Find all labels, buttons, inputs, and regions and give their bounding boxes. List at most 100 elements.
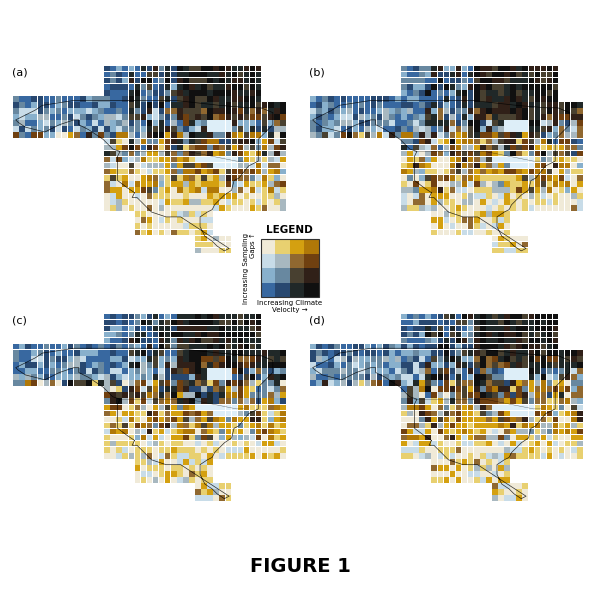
Bar — [407, 102, 413, 108]
Bar — [480, 127, 485, 132]
Bar — [486, 115, 491, 120]
Bar — [401, 102, 407, 108]
Bar — [146, 199, 152, 205]
Bar — [256, 392, 262, 398]
Bar — [437, 163, 443, 169]
Bar — [214, 193, 219, 199]
Bar — [244, 121, 250, 126]
Bar — [262, 108, 268, 114]
Bar — [492, 314, 497, 319]
Bar — [541, 362, 546, 368]
Bar — [468, 332, 473, 337]
Bar — [195, 441, 201, 446]
Bar — [462, 429, 467, 434]
Bar — [104, 157, 110, 163]
Bar — [443, 350, 449, 356]
Bar — [250, 187, 256, 193]
Bar — [195, 332, 201, 337]
Bar — [128, 410, 134, 416]
Bar — [529, 423, 534, 428]
Bar — [559, 410, 565, 416]
Bar — [480, 320, 485, 325]
Bar — [146, 193, 152, 199]
Bar — [577, 398, 583, 404]
Bar — [529, 350, 534, 356]
Bar — [468, 326, 473, 331]
Bar — [498, 398, 504, 404]
Bar — [456, 108, 461, 114]
Bar — [274, 374, 280, 380]
Bar — [462, 356, 467, 362]
Bar — [504, 386, 510, 392]
Bar — [498, 435, 504, 440]
Bar — [62, 344, 67, 349]
Bar — [165, 410, 170, 416]
Bar — [122, 416, 128, 422]
Bar — [153, 465, 158, 471]
Bar — [498, 84, 504, 89]
Bar — [110, 102, 116, 108]
Bar — [535, 108, 540, 114]
Bar — [480, 332, 485, 337]
Bar — [535, 374, 540, 380]
Bar — [389, 102, 395, 108]
Bar — [559, 187, 565, 193]
Bar — [116, 362, 122, 368]
Bar — [474, 90, 479, 95]
Bar — [195, 374, 201, 380]
Bar — [165, 102, 170, 108]
Bar — [104, 199, 110, 205]
Bar — [443, 78, 449, 83]
Bar — [486, 326, 491, 331]
Bar — [171, 404, 176, 410]
Bar — [62, 108, 67, 114]
Bar — [98, 374, 104, 380]
Bar — [177, 320, 182, 325]
Bar — [511, 429, 516, 434]
Bar — [322, 127, 328, 132]
Bar — [80, 356, 86, 362]
Bar — [238, 447, 243, 452]
Bar — [159, 72, 164, 77]
Bar — [244, 410, 250, 416]
Bar — [280, 115, 286, 120]
Bar — [523, 181, 528, 187]
Bar — [492, 205, 497, 211]
Bar — [504, 350, 510, 356]
Bar — [232, 199, 237, 205]
Bar — [92, 121, 98, 126]
Bar — [456, 211, 461, 217]
Bar — [159, 121, 164, 126]
Bar — [577, 108, 583, 114]
Bar — [517, 368, 522, 374]
Bar — [165, 320, 170, 325]
Bar — [280, 205, 286, 211]
Bar — [347, 102, 352, 108]
Bar — [195, 127, 201, 132]
Bar — [220, 115, 225, 120]
Bar — [280, 447, 286, 452]
Bar — [110, 398, 116, 404]
Bar — [165, 386, 170, 392]
Bar — [456, 320, 461, 325]
Bar — [541, 115, 546, 120]
Bar — [171, 78, 176, 83]
Bar — [449, 96, 455, 101]
Bar — [232, 386, 237, 392]
Bar — [208, 157, 213, 163]
Bar — [504, 115, 510, 120]
Bar — [407, 338, 413, 343]
Bar — [214, 356, 219, 362]
Bar — [153, 471, 158, 477]
Bar — [104, 344, 110, 349]
Bar — [153, 163, 158, 169]
Bar — [462, 386, 467, 392]
Bar — [238, 90, 243, 95]
Bar — [498, 344, 504, 349]
Bar — [140, 338, 146, 343]
Bar — [486, 133, 491, 138]
Bar — [165, 78, 170, 83]
Bar — [353, 127, 358, 132]
Bar — [547, 332, 552, 337]
Bar — [238, 66, 243, 71]
